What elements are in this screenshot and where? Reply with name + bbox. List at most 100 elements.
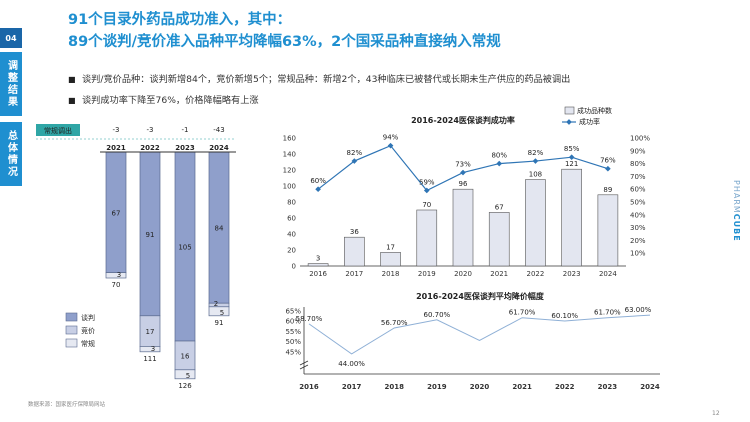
sidebar-tab-overview[interactable]: 总体情况 (0, 122, 22, 186)
segment-value-label: 5 (186, 372, 190, 380)
success-count-bar (488, 212, 510, 267)
x-tick-label: 2024 (640, 383, 660, 391)
x-tick-label: 2021 (512, 383, 532, 391)
segment-value-label: 3 (151, 345, 155, 353)
x-tick-label: 2020 (454, 270, 472, 278)
y-left-tick: 100 (283, 183, 296, 191)
badge-label: 常规调出 (44, 126, 72, 135)
delta-label: -43 (213, 126, 224, 134)
price-cut-label: 61.70% (594, 309, 621, 317)
bar-value-label: 121 (565, 160, 578, 168)
y-right-tick: 30% (630, 224, 646, 232)
y-left-tick: 140 (283, 151, 296, 159)
success-rate-point (532, 158, 539, 164)
success-rate-point (387, 142, 394, 149)
rate-value-label: 82% (347, 149, 363, 157)
page-title-line2: 89个谈判/竞价准入品种平均降幅63%，2个国采品种直接纳入常规 (68, 34, 501, 50)
legend-swatch (65, 312, 78, 322)
sidebar-tab-results[interactable]: 调整结果 (0, 52, 22, 116)
x-tick-label: 2016 (309, 270, 327, 278)
y-right-tick: 40% (630, 211, 646, 219)
x-tick-label: 2024 (599, 270, 617, 278)
category-label: 2022 (140, 144, 160, 152)
stacked-bar-segment (208, 306, 230, 317)
page-title-line1: 91个目录外药品成功准入，其中： (68, 12, 292, 28)
legend-label-bars: 成功品种数 (577, 106, 612, 115)
y-right-tick: 90% (630, 147, 646, 155)
y-left-tick: 60 (287, 215, 296, 223)
rate-value-label: 76% (600, 157, 616, 165)
x-tick-label: 2019 (427, 383, 447, 391)
axis-break-mark (299, 364, 309, 370)
x-tick-label: 2022 (527, 270, 545, 278)
y-left-tick: 20 (287, 247, 296, 255)
rate-value-label: 73% (455, 161, 471, 169)
segment-value-label: 105 (178, 244, 191, 252)
rate-value-label: 94% (383, 134, 399, 142)
price-cut-line (308, 314, 651, 355)
success-rate-point (568, 154, 575, 161)
category-label: 2021 (106, 144, 126, 152)
x-tick-label: 2023 (598, 383, 618, 391)
legend-label: 竞价 (81, 326, 95, 335)
section-number-tab: 04 (0, 28, 22, 48)
x-tick-label: 2018 (382, 270, 400, 278)
y-left-tick: 80 (287, 199, 296, 207)
y-right-tick: 20% (630, 237, 646, 245)
stacked-bar-segment (139, 346, 161, 353)
success-count-bar (561, 168, 582, 267)
price-cut-label: 61.70% (509, 309, 536, 317)
y-tick-label: 50% (285, 338, 301, 346)
page-number: 12 (712, 410, 720, 417)
price-cut-label: 56.70% (381, 319, 408, 327)
segment-value-label: 91 (146, 231, 155, 239)
stacked-bar-segment (208, 302, 230, 308)
total-label: 126 (178, 382, 192, 390)
rate-value-label: 59% (419, 178, 435, 186)
y-left-tick: 0 (292, 263, 296, 271)
bullet-point-2: 谈判成功率下降至76%，价格降幅略有上涨 (68, 92, 259, 106)
axis-break-mark (299, 360, 309, 366)
success-rate-point (423, 187, 430, 194)
segment-value-label: 17 (146, 328, 155, 336)
y-left-tick: 120 (283, 167, 296, 175)
segment-value-label: 84 (215, 225, 224, 233)
y-left-tick: 160 (283, 135, 296, 143)
bar-value-label: 96 (459, 180, 468, 188)
x-tick-label: 2021 (490, 270, 508, 278)
x-tick-label: 2022 (555, 383, 575, 391)
bar-value-label: 89 (603, 186, 612, 194)
legend-label-line: 成功率 (579, 117, 600, 126)
success-rate-point (605, 165, 611, 172)
success-count-bar (416, 209, 438, 267)
price-cut-label: 58.70% (296, 315, 323, 323)
bar-value-label: 36 (350, 228, 359, 236)
delta-label: -3 (113, 126, 120, 134)
bar-value-label: 67 (495, 203, 504, 211)
rate-value-label: 60% (310, 177, 326, 185)
price-cut-label: 44.00% (338, 360, 365, 368)
legend-swatch-point (566, 119, 572, 125)
success-count-bar (344, 236, 365, 267)
legend-swatch (65, 325, 78, 335)
stacked-bar-segment (174, 369, 196, 380)
bar-value-label: 17 (386, 243, 395, 251)
success-count-bar (452, 188, 474, 267)
x-tick-label: 2020 (470, 383, 490, 391)
legend-label: 常规 (81, 339, 95, 348)
y-right-tick: 80% (630, 160, 646, 168)
x-tick-label: 2019 (418, 270, 436, 278)
price-cut-label: 63.00% (625, 306, 652, 314)
x-tick-label: 2023 (563, 270, 581, 278)
y-tick-label: 65% (285, 308, 301, 316)
y-right-tick: 60% (630, 186, 646, 194)
stacked-bar-segment (105, 272, 127, 279)
price-cut-label: 60.10% (551, 312, 578, 320)
rate-value-label: 80% (491, 152, 507, 160)
segment-value-label: 2 (214, 300, 218, 308)
total-label: 91 (215, 319, 224, 327)
y-tick-label: 55% (285, 328, 301, 336)
success-rate-point (351, 158, 358, 164)
category-label: 2024 (209, 144, 229, 152)
bar-value-label: 70 (422, 201, 431, 209)
